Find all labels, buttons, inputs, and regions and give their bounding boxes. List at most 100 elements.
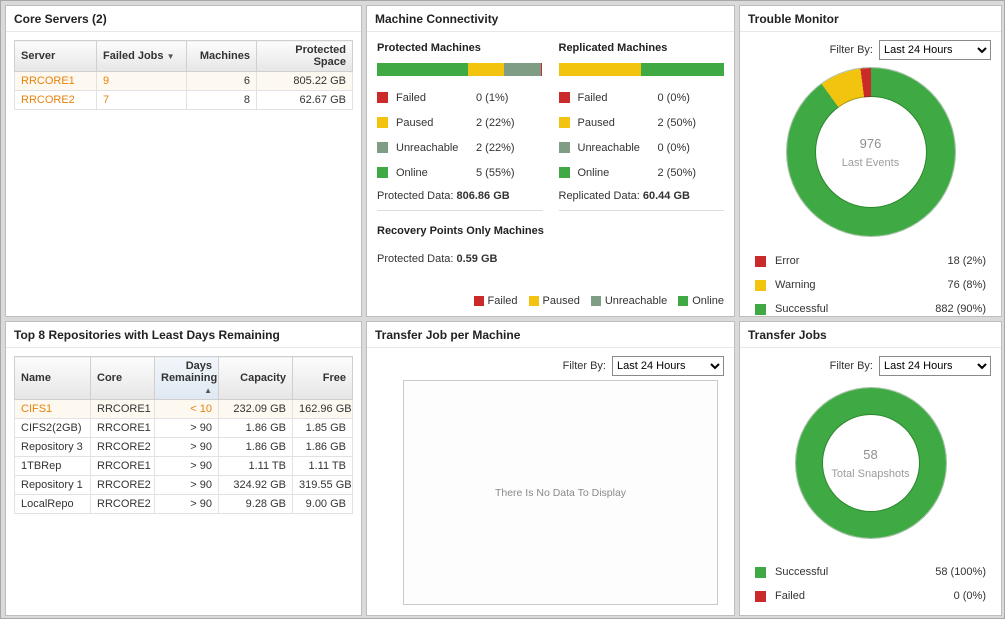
server-link[interactable]: RRCORE2 [14, 90, 97, 110]
repository-row: 1TBRep RRCORE1 > 90 1.11 TB 1.11 TB [14, 456, 353, 476]
events-count: 976 [859, 135, 882, 151]
filter-select[interactable]: Last 24 Hours [879, 39, 991, 60]
transfer-job-per-machine-title: Transfer Job per Machine [367, 322, 734, 348]
empty-chart-area: There Is No Data To Display [403, 380, 718, 605]
legend-item: Paused 2 (22%) [377, 110, 543, 135]
capacity-cell: 1.86 GB [218, 437, 293, 457]
unreachable-swatch [377, 142, 388, 153]
protected-data-total: Protected Data: 806.86 GB [377, 185, 543, 211]
replicated-data-total: Replicated Data: 60.44 GB [558, 185, 724, 211]
filter-label: Filter By: [829, 359, 873, 372]
legend-item: Failed 0 (0%) [755, 584, 986, 608]
filter-label: Filter By: [829, 43, 873, 56]
successful-swatch [755, 566, 766, 578]
core-cell: RRCORE2 [90, 475, 155, 495]
protected-space-cell: 62.67 GB [256, 90, 353, 110]
free-cell: 319.55 GB [292, 475, 353, 495]
filter-select[interactable]: Last 24 Hours [879, 355, 991, 376]
legend-item: Error 18 (2%) [755, 249, 986, 273]
days-remaining-cell: > 90 [154, 494, 219, 514]
repository-name-cell: LocalRepo [14, 494, 91, 514]
repository-name-cell: Repository 3 [14, 437, 91, 457]
days-remaining-cell: > 90 [154, 437, 219, 457]
free-cell: 9.00 GB [292, 494, 353, 514]
filter-select[interactable]: Last 24 Hours [612, 355, 724, 376]
free-cell: 1.11 TB [292, 456, 353, 476]
transfer-job-per-machine-panel: Transfer Job per Machine Filter By: Last… [366, 321, 735, 616]
filter-label: Filter By: [562, 359, 606, 372]
core-cell: RRCORE1 [90, 399, 155, 419]
recovery-points-only-section: Recovery Points Only Machines Protected … [367, 211, 734, 273]
transfer-jobs-donut: 58 Total Snapshots [795, 388, 946, 538]
repository-row: Repository 1 RRCORE2 > 90 324.92 GB 319.… [14, 475, 353, 495]
unreachable-swatch [558, 142, 570, 153]
unreachable-swatch [590, 296, 601, 306]
days-remaining-cell: > 90 [154, 456, 219, 476]
column-header-name[interactable]: Name [14, 356, 91, 400]
filter-row: Filter By: Last 24 Hours [367, 348, 734, 376]
legend-item: Successful 882 (90%) [755, 297, 986, 316]
machine-connectivity-title: Machine Connectivity [367, 6, 734, 32]
capacity-cell: 232.09 GB [218, 399, 293, 419]
column-header-free[interactable]: Free [292, 356, 353, 400]
successful-swatch [755, 303, 766, 315]
column-header-capacity[interactable]: Capacity [218, 356, 293, 400]
failed-jobs-link[interactable]: 7 [96, 90, 187, 110]
repository-row: CIFS2(2GB) RRCORE1 > 90 1.86 GB 1.85 GB [14, 418, 353, 438]
transfer-jobs-legend: Successful 58 (100%) Failed 0 (0%) [740, 560, 1001, 608]
column-header-protected-space[interactable]: Protected Space [256, 40, 353, 72]
free-cell: 162.96 GB [292, 399, 353, 419]
online-swatch [678, 296, 689, 306]
trouble-monitor-panel: Trouble Monitor Filter By: Last 24 Hours… [739, 5, 1002, 317]
failed-swatch [377, 92, 388, 103]
paused-swatch [528, 296, 539, 306]
protected-space-cell: 805.22 GB [256, 71, 353, 91]
warning-swatch [755, 279, 766, 291]
legend-item: Paused [528, 295, 580, 307]
capacity-cell: 324.92 GB [218, 475, 293, 495]
core-cell: RRCORE1 [90, 418, 155, 438]
column-header-core[interactable]: Core [90, 356, 155, 400]
repositories-table: Name Core Days Remaining ▲ Capacity Free… [14, 356, 353, 514]
days-remaining-cell: < 10 [154, 399, 219, 419]
repository-link[interactable]: CIFS1 [14, 399, 91, 419]
transfer-jobs-panel: Transfer Jobs Filter By: Last 24 Hours 5… [739, 321, 1002, 616]
core-server-row: RRCORE1 9 6 805.22 GB [14, 71, 353, 91]
machine-connectivity-panel: Machine Connectivity Protected Machines … [366, 5, 735, 317]
snapshots-count: 58 [863, 446, 878, 462]
failed-jobs-link[interactable]: 9 [96, 71, 187, 91]
core-servers-panel: Core Servers (2) Server Failed Jobs ▼ Ma… [5, 5, 362, 317]
core-servers-title: Core Servers (2) [6, 6, 361, 32]
days-remaining-cell: > 90 [154, 418, 219, 438]
core-cell: RRCORE2 [90, 494, 155, 514]
status-legend: Failed Paused Unreachable Online [473, 295, 724, 307]
recovery-points-heading: Recovery Points Only Machines [377, 225, 544, 237]
server-link[interactable]: RRCORE1 [14, 71, 97, 91]
recovery-points-data-total: Protected Data: 0.59 GB [377, 253, 498, 265]
failed-swatch [558, 92, 570, 103]
repository-name-cell: 1TBRep [14, 456, 91, 476]
legend-item: Warning 76 (8%) [755, 273, 986, 297]
core-cell: RRCORE2 [90, 437, 155, 457]
legend-item: Unreachable [590, 295, 667, 307]
core-server-row: RRCORE2 7 8 62.67 GB [14, 90, 353, 110]
legend-item: Failed 0 (1%) [377, 85, 543, 110]
failed-swatch [473, 296, 484, 306]
paused-swatch [558, 117, 570, 128]
protected-machines-bar [377, 63, 543, 76]
capacity-cell: 1.86 GB [218, 418, 293, 438]
transfer-jobs-title: Transfer Jobs [740, 322, 1001, 348]
column-header-days-remaining[interactable]: Days Remaining ▲ [154, 356, 219, 400]
sort-desc-icon: ▼ [166, 52, 175, 61]
column-header-server[interactable]: Server [14, 40, 97, 72]
protected-machines-section: Protected Machines Failed 0 (1%) Paused … [377, 40, 543, 211]
machines-cell: 8 [186, 90, 257, 110]
machines-cell: 6 [186, 71, 257, 91]
error-swatch [755, 255, 766, 267]
online-swatch [377, 167, 388, 178]
online-swatch [558, 167, 570, 178]
column-header-failed-jobs[interactable]: Failed Jobs ▼ [96, 40, 187, 72]
column-header-machines[interactable]: Machines [186, 40, 257, 72]
repository-name-cell: CIFS2(2GB) [14, 418, 91, 438]
